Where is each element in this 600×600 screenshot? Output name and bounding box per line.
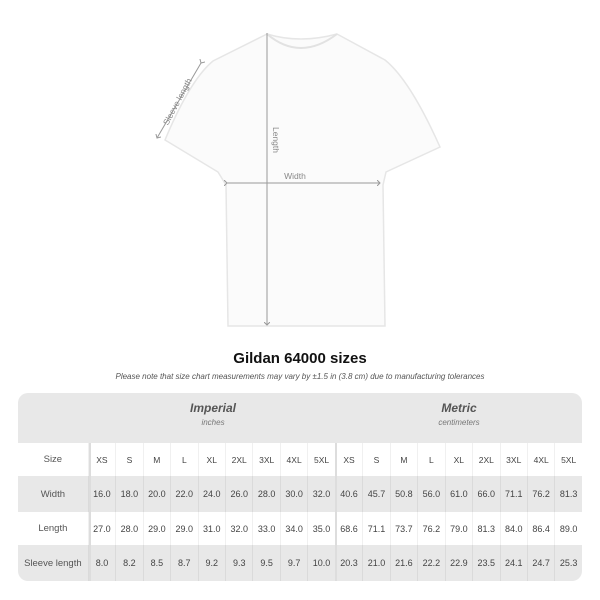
cell-imperial: 32.0 xyxy=(307,476,334,512)
row-label: Sleeve length xyxy=(24,557,82,569)
cell-imperial: 22.0 xyxy=(170,476,197,512)
cell-imperial: 9.2 xyxy=(197,545,225,581)
cell-metric: 45.7 xyxy=(362,476,389,512)
cell-imperial: 35.0 xyxy=(307,512,334,545)
imperial-group: Imperial inches xyxy=(90,401,336,427)
cell-metric: 86.4 xyxy=(526,512,554,545)
size-header-metric: XL xyxy=(444,443,472,476)
metric-unit: centimeters xyxy=(438,418,480,427)
cell-metric: 50.8 xyxy=(389,476,417,512)
column-divider xyxy=(89,443,91,581)
cell-imperial: 30.0 xyxy=(279,476,307,512)
cell-metric: 81.3 xyxy=(554,476,581,512)
cell-imperial: 20.0 xyxy=(142,476,170,512)
size-header-metric: L xyxy=(417,443,444,476)
table-row: Length 27.0 28.0 29.0 29.0 31.0 32.0 33.0 34.0 35… xyxy=(18,512,582,545)
imperial-unit: inches xyxy=(201,418,225,427)
cell-imperial: 33.0 xyxy=(252,512,279,545)
column-divider xyxy=(335,443,337,581)
row-label: Width xyxy=(40,488,65,500)
cell-metric: 23.5 xyxy=(472,545,499,581)
cell-imperial: 9.3 xyxy=(224,545,252,581)
cell-metric: 20.3 xyxy=(334,545,362,581)
cell-imperial: 8.7 xyxy=(170,545,197,581)
size-header-metric: M xyxy=(389,443,417,476)
cell-metric: 76.2 xyxy=(417,512,444,545)
table-header xyxy=(18,393,582,443)
table-row: Sleeve length 8.0 8.2 8.5 8.7 9.2 9.3 9.5 9.7 10.… xyxy=(18,545,582,581)
imperial-title: Imperial xyxy=(189,401,237,415)
cell-metric: 71.1 xyxy=(499,476,527,512)
row-label: Size xyxy=(43,454,63,465)
metric-title: Metric xyxy=(441,401,477,415)
size-header-metric: 3XL xyxy=(499,443,527,476)
size-header-metric: 4XL xyxy=(526,443,554,476)
metric-group: Metric centimeters xyxy=(336,401,582,427)
cell-imperial: 28.0 xyxy=(252,476,279,512)
size-header-row: Size XS S M L XL 2XL 3XL 4XL 5XL XS S M L XL 2XL 3XL 4XL 5… xyxy=(18,443,582,476)
cell-imperial: 27.0 xyxy=(87,512,115,545)
cell-imperial: 32.0 xyxy=(224,512,252,545)
cell-metric: 81.3 xyxy=(472,512,499,545)
cell-imperial: 28.0 xyxy=(115,512,142,545)
cell-metric: 68.6 xyxy=(334,512,362,545)
cell-imperial: 29.0 xyxy=(170,512,197,545)
cell-metric: 22.2 xyxy=(417,545,444,581)
cell-metric: 21.0 xyxy=(362,545,389,581)
cell-imperial: 24.0 xyxy=(197,476,225,512)
cell-metric: 21.6 xyxy=(389,545,417,581)
cell-imperial: 16.0 xyxy=(87,476,115,512)
size-header-imperial: 5XL xyxy=(307,443,334,476)
cell-metric: 22.9 xyxy=(444,545,472,581)
size-header-imperial: 4XL xyxy=(279,443,307,476)
cell-metric: 66.0 xyxy=(472,476,499,512)
cell-imperial: 8.5 xyxy=(142,545,170,581)
chart-title: Gildan 64000 sizes xyxy=(233,350,367,367)
length-label: Length xyxy=(271,127,281,153)
cell-metric: 89.0 xyxy=(554,512,581,545)
table-row: Width 16.0 18.0 20.0 22.0 24.0 26.0 28.0 30.0 32.… xyxy=(18,476,582,512)
cell-imperial: 9.5 xyxy=(252,545,279,581)
tolerance-note: Please note that size chart measurements… xyxy=(115,372,485,381)
cell-metric: 40.6 xyxy=(334,476,362,512)
cell-metric: 56.0 xyxy=(417,476,444,512)
tshirt-diagram: Sleeve length Length Width xyxy=(0,33,441,327)
sleeve-measure-line xyxy=(157,63,201,138)
cell-imperial: 29.0 xyxy=(142,512,170,545)
size-header-metric: 5XL xyxy=(554,443,581,476)
cell-metric: 71.1 xyxy=(362,512,389,545)
cell-imperial: 18.0 xyxy=(115,476,142,512)
size-header-imperial: XL xyxy=(197,443,225,476)
cell-imperial: 10.0 xyxy=(307,545,334,581)
cell-imperial: 9.7 xyxy=(279,545,307,581)
size-header-metric: S xyxy=(362,443,389,476)
cell-imperial: 8.2 xyxy=(115,545,142,581)
size-header-imperial: 3XL xyxy=(252,443,279,476)
cell-metric: 24.1 xyxy=(499,545,527,581)
cell-metric: 25.3 xyxy=(554,545,581,581)
cell-metric: 24.7 xyxy=(526,545,554,581)
cell-metric: 73.7 xyxy=(389,512,417,545)
size-header-metric: XS xyxy=(334,443,362,476)
cell-metric: 79.0 xyxy=(444,512,472,545)
row-label: Length xyxy=(38,523,68,534)
size-header-imperial: S xyxy=(115,443,142,476)
cell-imperial: 26.0 xyxy=(224,476,252,512)
size-header-imperial: L xyxy=(170,443,197,476)
cell-metric: 61.0 xyxy=(444,476,472,512)
size-header-metric: 2XL xyxy=(472,443,499,476)
cell-imperial: 8.0 xyxy=(87,545,115,581)
size-header-imperial: XS xyxy=(87,443,115,476)
width-label: Width xyxy=(284,171,306,181)
size-header-imperial: 2XL xyxy=(224,443,252,476)
cell-metric: 84.0 xyxy=(499,512,527,545)
cell-metric: 76.2 xyxy=(526,476,554,512)
size-table: Imperial inches Metric centimeters Size X… xyxy=(18,393,582,581)
cell-imperial: 31.0 xyxy=(197,512,225,545)
cell-imperial: 34.0 xyxy=(279,512,307,545)
size-header-imperial: M xyxy=(142,443,170,476)
